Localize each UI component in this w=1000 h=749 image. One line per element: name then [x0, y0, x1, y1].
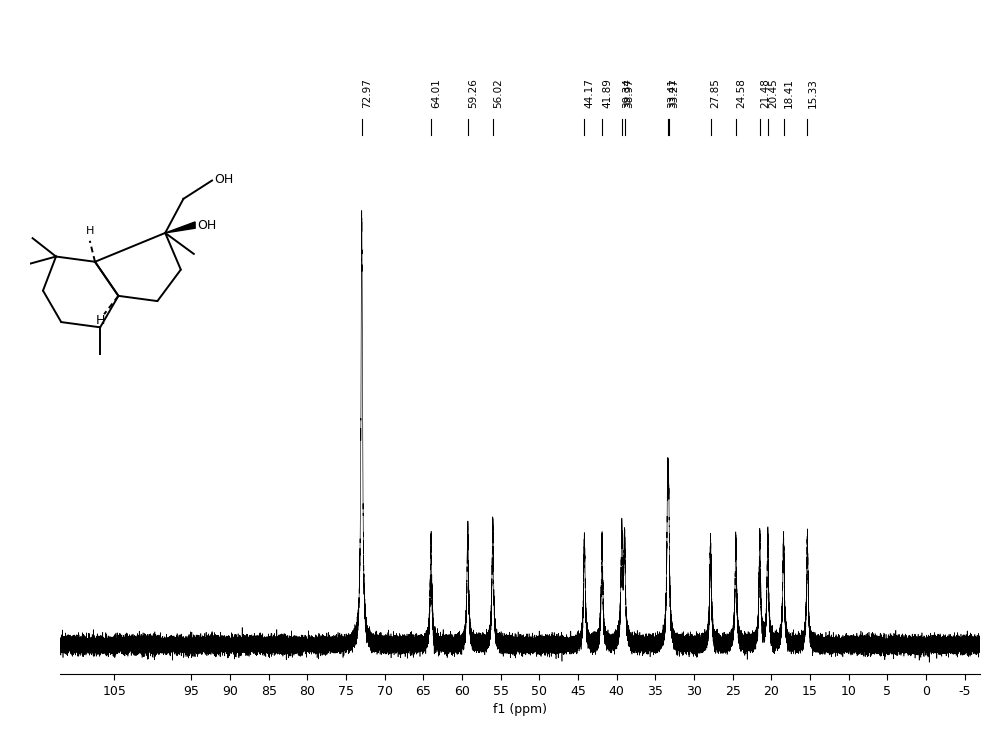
Text: 15.33: 15.33	[807, 78, 817, 108]
Text: 41.89: 41.89	[602, 78, 612, 108]
Text: 38.97: 38.97	[625, 78, 635, 108]
Text: 44.17: 44.17	[584, 78, 594, 108]
Polygon shape	[165, 222, 195, 233]
Text: 18.41: 18.41	[784, 78, 794, 108]
Text: H: H	[86, 225, 94, 236]
Text: 39.34: 39.34	[622, 78, 632, 108]
Text: OH: OH	[215, 173, 234, 186]
Text: 33.41: 33.41	[668, 78, 678, 108]
Text: 72.97: 72.97	[362, 78, 372, 108]
Text: 27.85: 27.85	[711, 78, 721, 108]
Text: 24.58: 24.58	[736, 78, 746, 108]
Text: 59.26: 59.26	[468, 78, 478, 108]
Text: 21.48: 21.48	[760, 78, 770, 108]
X-axis label: f1 (ppm): f1 (ppm)	[493, 703, 547, 716]
Text: OH: OH	[198, 219, 217, 231]
Text: 64.01: 64.01	[431, 78, 441, 108]
Text: 20.45: 20.45	[768, 78, 778, 108]
Text: 56.02: 56.02	[493, 78, 503, 108]
Text: 33.27: 33.27	[669, 78, 679, 108]
Text: H: H	[96, 315, 105, 327]
